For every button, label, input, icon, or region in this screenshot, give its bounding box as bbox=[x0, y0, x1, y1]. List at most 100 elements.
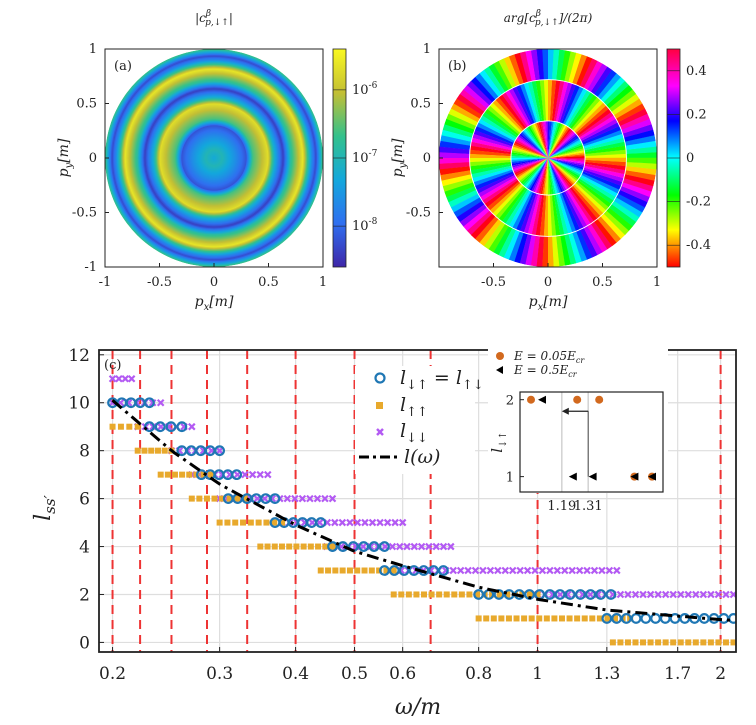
y-tick-label: 1 bbox=[423, 42, 431, 57]
phase-sector bbox=[556, 49, 566, 81]
inset-x-tick-label: 1.31 bbox=[574, 499, 603, 514]
x-tick-label: 0.2 bbox=[99, 664, 126, 684]
cross-marker-stroke bbox=[188, 422, 196, 431]
phase-sector bbox=[469, 153, 511, 159]
phase-sector bbox=[581, 171, 622, 190]
circle-marker bbox=[358, 541, 370, 552]
phase-sector bbox=[566, 89, 591, 127]
phase-sector bbox=[515, 84, 535, 125]
phase-sector bbox=[587, 63, 608, 93]
phase-sector bbox=[548, 158, 573, 187]
square-marker bbox=[519, 591, 526, 598]
x-tick-label: 0.5 bbox=[592, 275, 613, 290]
phase-sector bbox=[508, 231, 524, 262]
phase-sector bbox=[535, 194, 545, 237]
phase-sector bbox=[540, 158, 548, 195]
circle-marker bbox=[595, 589, 607, 600]
phase-sector bbox=[444, 118, 475, 134]
cross-marker-stroke bbox=[631, 590, 640, 599]
phase-sector bbox=[515, 158, 548, 177]
phase-sector bbox=[582, 129, 623, 147]
cross-marker-stroke bbox=[464, 566, 472, 575]
phase-sector bbox=[585, 157, 627, 163]
circle-marker bbox=[165, 421, 177, 433]
phase-sector bbox=[584, 163, 626, 175]
phase-sector bbox=[548, 122, 562, 158]
circle-marker bbox=[650, 613, 661, 624]
phase-sector bbox=[439, 152, 470, 159]
phase-sector bbox=[574, 102, 607, 134]
phase-sector bbox=[575, 181, 610, 211]
cross-marker-stroke bbox=[388, 542, 397, 551]
cross-marker-stroke bbox=[546, 566, 554, 575]
phase-sector bbox=[472, 167, 513, 183]
phase-sector bbox=[519, 158, 548, 183]
square-marker bbox=[224, 519, 231, 526]
phase-sector bbox=[576, 229, 593, 260]
phase-sector bbox=[530, 235, 540, 267]
phase-sector bbox=[564, 88, 588, 126]
panel-b: arg[cβ p,↓↑]/(2π) (b) -0.5 0 0.5 1-0.500.51 … bbox=[390, 9, 711, 313]
phase-sector bbox=[616, 193, 646, 213]
phase-sector bbox=[548, 158, 569, 191]
phase-sector bbox=[548, 144, 584, 158]
phase-sector bbox=[572, 184, 604, 217]
phase-sector bbox=[625, 140, 657, 150]
phase-sector bbox=[486, 105, 521, 135]
phase-sector bbox=[548, 157, 586, 160]
phase-sector bbox=[548, 124, 567, 158]
square-marker bbox=[496, 591, 503, 598]
phase-sector bbox=[548, 158, 583, 174]
square-marker bbox=[413, 591, 420, 598]
cross-marker-stroke bbox=[368, 518, 377, 527]
square-marker bbox=[240, 519, 247, 526]
phase-sector bbox=[569, 94, 598, 130]
cross-marker-stroke bbox=[624, 590, 632, 599]
phase-sector bbox=[515, 158, 548, 179]
phase-sector bbox=[548, 129, 573, 158]
square-marker bbox=[534, 591, 541, 598]
cross-marker-stroke bbox=[556, 590, 564, 599]
square-marker bbox=[436, 591, 443, 598]
square-marker bbox=[700, 639, 707, 646]
square-marker bbox=[322, 543, 329, 550]
square-marker bbox=[154, 447, 161, 454]
phase-sector bbox=[524, 158, 548, 189]
cross-marker-stroke bbox=[391, 518, 399, 527]
square-marker bbox=[117, 423, 124, 430]
phase-sector bbox=[548, 158, 565, 192]
square-marker bbox=[134, 447, 141, 454]
y-tick-label: 0 bbox=[89, 151, 97, 166]
phase-sector bbox=[542, 236, 549, 267]
phase-sector bbox=[621, 118, 652, 134]
phase-sector bbox=[548, 130, 575, 158]
panel-c-ylabel: lss′ bbox=[31, 494, 59, 520]
colorbar-tick-label: 0 bbox=[686, 151, 694, 166]
square-marker bbox=[263, 519, 270, 526]
phase-sector bbox=[476, 122, 515, 143]
square-marker bbox=[325, 567, 332, 574]
phase-sector bbox=[580, 118, 618, 142]
cross-marker-stroke bbox=[395, 542, 404, 551]
circle-marker bbox=[379, 565, 390, 576]
phase-sector bbox=[561, 84, 580, 125]
cross-marker-stroke bbox=[403, 542, 411, 551]
cross-marker-stroke bbox=[156, 398, 165, 407]
phase-sector bbox=[548, 236, 554, 267]
phase-sector bbox=[469, 145, 512, 155]
phase-sector bbox=[548, 195, 553, 237]
phase-sector bbox=[512, 146, 548, 158]
circle-marker bbox=[630, 613, 642, 624]
phase-sector bbox=[548, 158, 585, 164]
phase-sector bbox=[590, 66, 613, 95]
circle-marker bbox=[327, 541, 338, 552]
inset: E = 0.05Ecr E = 0.5Ecr 1.191.31 1 2 l↓↑ bbox=[488, 345, 668, 514]
square-marker bbox=[354, 567, 361, 574]
phase-sector bbox=[611, 93, 640, 116]
legend-entry-circles: l↓↑ = l↑↓ bbox=[400, 367, 484, 393]
phase-heatmap bbox=[439, 49, 657, 267]
square-marker bbox=[126, 423, 133, 430]
inset-legend-entry-2: E = 0.5Ecr bbox=[513, 363, 578, 379]
y-tick-label: -1 bbox=[84, 260, 97, 275]
x-tick-label: 0.8 bbox=[465, 664, 492, 684]
